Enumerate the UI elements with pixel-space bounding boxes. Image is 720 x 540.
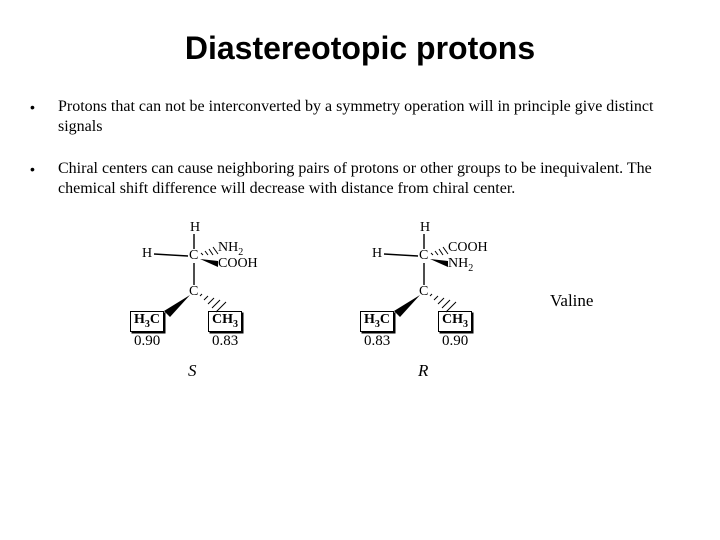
chemical-shift-right: 0.90 xyxy=(442,333,468,350)
slide-title: Diastereotopic protons xyxy=(30,30,690,67)
stereo-label: S xyxy=(188,361,197,381)
slide: Diastereotopic protons • Protons that ca… xyxy=(0,0,720,540)
stereo-label: R xyxy=(418,361,428,381)
bullet-marker: • xyxy=(30,159,58,199)
chemical-figure: H H C C NH2 COOH H3C CH3 xyxy=(80,221,640,421)
bullet-item: • Chiral centers can cause neighboring p… xyxy=(30,159,690,199)
chemical-shift-left: 0.83 xyxy=(364,333,390,350)
chemical-shift-left: 0.90 xyxy=(134,333,160,350)
chemical-shift-right: 0.83 xyxy=(212,333,238,350)
bullet-text: Chiral centers can cause neighboring pai… xyxy=(58,159,690,199)
bullet-item: • Protons that can not be interconverted… xyxy=(30,97,690,137)
bullet-marker: • xyxy=(30,97,58,137)
molecule-s: H H C C NH2 COOH H3C CH3 xyxy=(100,221,290,391)
bullet-list: • Protons that can not be interconverted… xyxy=(30,97,690,199)
compound-name: Valine xyxy=(550,291,593,311)
bullet-text: Protons that can not be interconverted b… xyxy=(58,97,690,137)
molecule-r: H H C C COOH NH2 H3C CH3 xyxy=(330,221,520,391)
